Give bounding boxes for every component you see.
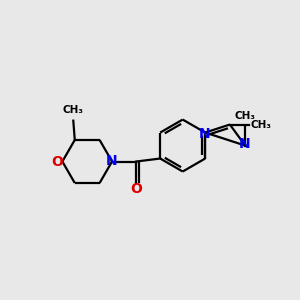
Text: O: O bbox=[51, 154, 63, 169]
Text: CH₃: CH₃ bbox=[251, 119, 272, 130]
Text: CH₃: CH₃ bbox=[235, 111, 256, 121]
Text: N: N bbox=[239, 137, 250, 152]
Text: N: N bbox=[199, 127, 210, 141]
Text: O: O bbox=[130, 182, 142, 197]
Text: N: N bbox=[106, 154, 118, 168]
Text: CH₃: CH₃ bbox=[63, 105, 84, 115]
